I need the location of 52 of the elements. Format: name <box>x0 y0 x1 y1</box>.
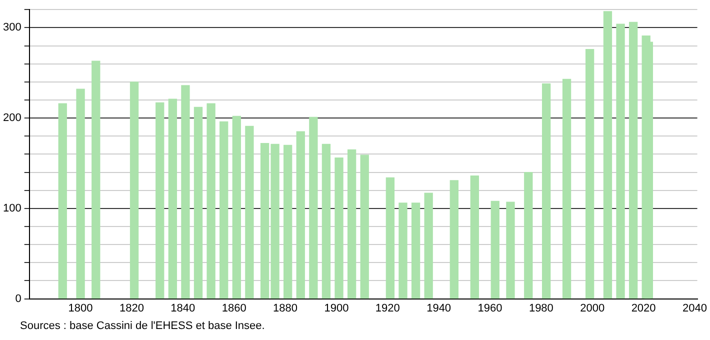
bar <box>524 172 533 299</box>
bar <box>585 49 594 299</box>
bar <box>603 11 612 299</box>
bar <box>296 131 305 299</box>
bar <box>194 106 203 299</box>
y-tick-label: 0 <box>15 292 22 305</box>
bar <box>398 202 408 299</box>
bar <box>181 85 190 299</box>
bar <box>360 154 369 299</box>
bar <box>470 176 479 299</box>
bar <box>220 121 228 299</box>
y-tick-label: 100 <box>2 202 22 214</box>
x-tick-label: 1920 <box>375 302 400 314</box>
y-tick-label: 300 <box>2 22 22 34</box>
bar <box>542 83 551 299</box>
y-tick-label: 200 <box>2 112 22 124</box>
x-tick-label: 2040 <box>682 302 707 314</box>
bar <box>156 102 164 299</box>
x-tick-label: 2000 <box>580 302 605 314</box>
bar <box>424 192 433 299</box>
x-tick-label: 1860 <box>222 302 246 314</box>
bar <box>490 200 500 299</box>
bar <box>92 60 100 299</box>
bar <box>58 103 67 299</box>
x-tick-label: 1980 <box>528 302 554 314</box>
bar <box>232 116 241 299</box>
bar <box>450 180 459 299</box>
bar <box>628 22 638 299</box>
bar <box>411 202 420 299</box>
x-tick-label: 1900 <box>324 302 349 314</box>
bar <box>245 126 254 299</box>
bar <box>76 88 85 299</box>
bar <box>309 116 318 299</box>
bar <box>506 202 515 299</box>
x-tick-label: 1840 <box>170 302 196 314</box>
x-tick-label: 1960 <box>478 302 502 314</box>
bar <box>334 157 344 299</box>
x-tick-label: 1800 <box>68 302 93 314</box>
x-tick-label: 1940 <box>426 302 452 314</box>
bar <box>206 103 216 299</box>
x-tick-label: 2020 <box>631 302 656 314</box>
bar <box>562 78 572 299</box>
bar <box>347 149 356 299</box>
x-tick-label: 1880 <box>273 302 298 314</box>
bar <box>284 144 292 299</box>
source-note: Sources : base Cassini de l'EHESS et base Insee. <box>19 320 266 332</box>
bar <box>322 144 331 299</box>
bar <box>386 177 395 299</box>
bar <box>130 82 139 299</box>
bar <box>168 98 177 299</box>
x-tick-label: 1820 <box>119 302 144 314</box>
bar <box>616 24 625 299</box>
